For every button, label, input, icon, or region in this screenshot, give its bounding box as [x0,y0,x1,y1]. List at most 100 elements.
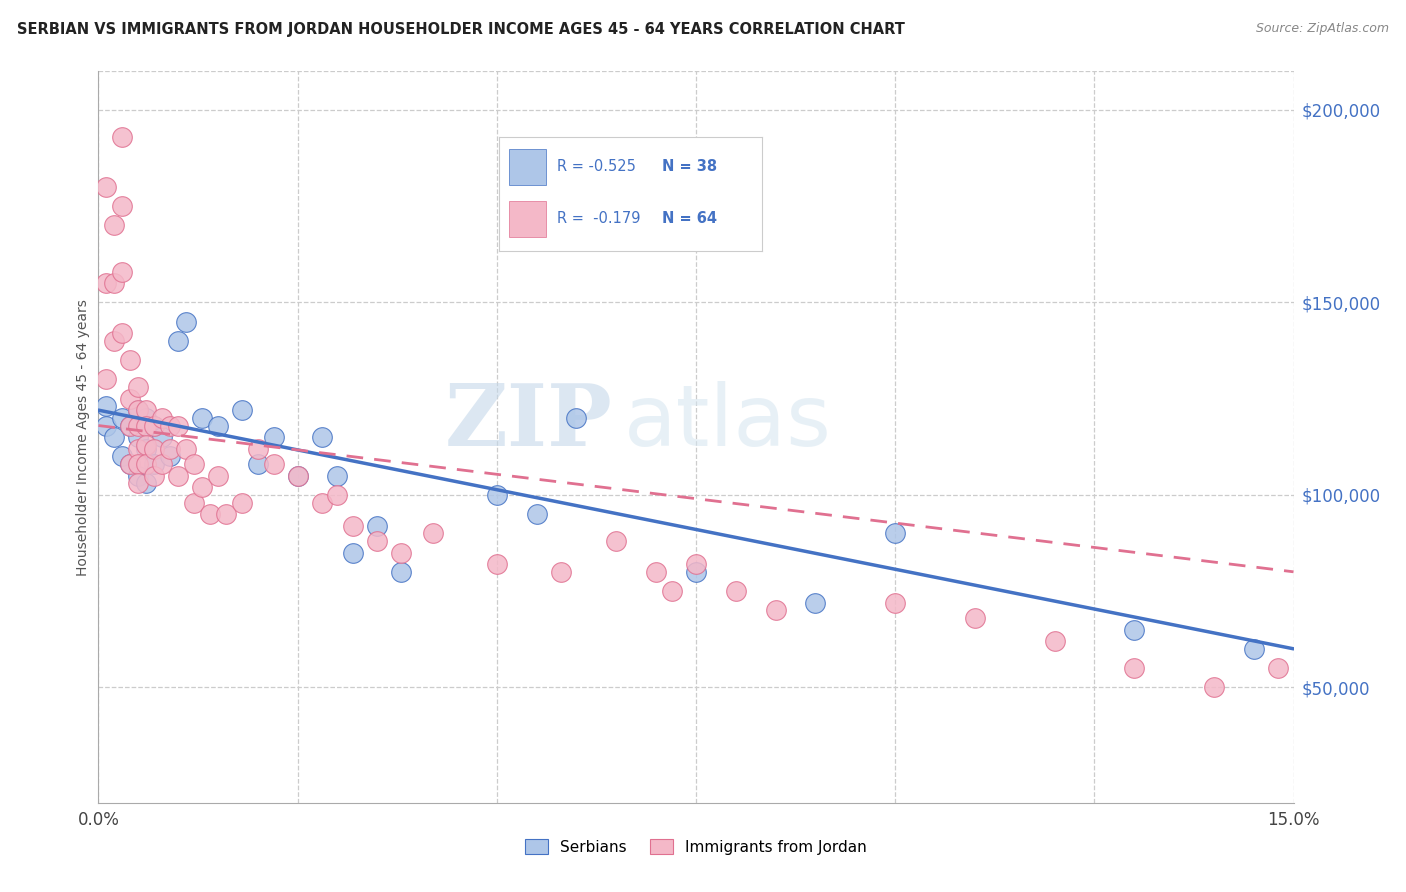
Point [167,418,190,433]
Point [96,372,118,386]
Point [661,584,683,599]
Point [1043,634,1066,648]
Point [246,457,269,471]
Point [389,565,412,579]
Point [167,334,190,348]
Point [1123,661,1146,675]
Point [127,442,149,456]
Point [389,545,412,559]
Point [183,457,205,471]
Point [645,565,668,579]
Point [167,468,190,483]
Point [127,380,149,394]
Point [1267,661,1289,675]
Point [215,507,238,521]
Point [135,442,157,456]
Text: atlas: atlas [624,381,832,464]
Point [143,418,166,433]
Point [135,476,157,491]
Point [111,450,134,464]
Point [120,457,142,471]
Point [150,410,173,425]
Point [191,410,214,425]
Point [127,418,149,433]
Point [127,403,149,417]
Point [485,488,508,502]
Point [191,480,214,494]
Point [884,596,907,610]
Point [143,442,166,456]
Point [183,495,205,509]
Point [96,418,118,433]
Text: SERBIAN VS IMMIGRANTS FROM JORDAN HOUSEHOLDER INCOME AGES 45 - 64 YEARS CORRELAT: SERBIAN VS IMMIGRANTS FROM JORDAN HOUSEH… [17,22,904,37]
Point [311,430,333,444]
Text: Source: ZipAtlas.com: Source: ZipAtlas.com [1256,22,1389,36]
Point [342,545,364,559]
Point [174,442,197,456]
Point [103,219,125,233]
Point [127,457,149,471]
Point [111,410,134,425]
Point [287,468,309,483]
Point [135,403,157,417]
Point [135,418,157,433]
Point [111,129,134,144]
Point [311,495,333,509]
Point [804,596,827,610]
Point [263,457,285,471]
Point [135,457,157,471]
Point [550,565,572,579]
Point [135,410,157,425]
Point [326,468,349,483]
Point [127,403,149,417]
Point [127,476,149,491]
Point [685,565,707,579]
Point [526,507,548,521]
Point [565,410,588,425]
Point [159,418,181,433]
Point [263,430,285,444]
Point [724,584,747,599]
Point [150,430,173,444]
Point [685,557,707,571]
Point [765,603,787,617]
Point [96,276,118,290]
Text: ZIP: ZIP [444,381,613,465]
Point [485,557,508,571]
Point [111,326,134,340]
Point [103,334,125,348]
Legend: Serbians, Immigrants from Jordan: Serbians, Immigrants from Jordan [519,833,873,861]
Point [120,418,142,433]
Point [96,399,118,413]
Point [96,179,118,194]
Point [120,353,142,368]
Point [103,430,125,444]
Point [326,488,349,502]
Point [1123,623,1146,637]
Point [366,518,388,533]
Point [127,468,149,483]
Point [120,457,142,471]
Point [1202,681,1225,695]
Point [120,418,142,433]
Point [143,418,166,433]
Point [150,457,173,471]
Point [120,392,142,406]
Point [246,442,269,456]
Point [963,611,986,625]
Point [342,518,364,533]
Point [366,534,388,549]
Point [605,534,627,549]
Point [127,430,149,444]
Point [159,442,181,456]
Point [143,457,166,471]
Point [884,526,907,541]
Point [135,438,157,452]
Point [422,526,444,541]
Point [207,468,229,483]
Point [143,468,166,483]
Point [111,199,134,213]
Point [1243,641,1265,656]
Y-axis label: Householder Income Ages 45 - 64 years: Householder Income Ages 45 - 64 years [76,299,90,575]
Point [231,495,253,509]
